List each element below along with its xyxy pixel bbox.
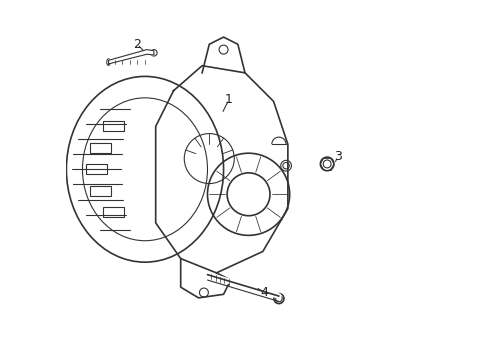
FancyBboxPatch shape [90,143,111,153]
Text: 3: 3 [334,150,342,163]
FancyBboxPatch shape [86,164,107,174]
Text: 4: 4 [261,286,269,299]
FancyBboxPatch shape [90,186,111,196]
FancyBboxPatch shape [103,121,124,131]
Text: 1: 1 [225,93,233,106]
Polygon shape [109,50,154,64]
FancyBboxPatch shape [103,207,124,217]
Text: 2: 2 [133,38,141,51]
